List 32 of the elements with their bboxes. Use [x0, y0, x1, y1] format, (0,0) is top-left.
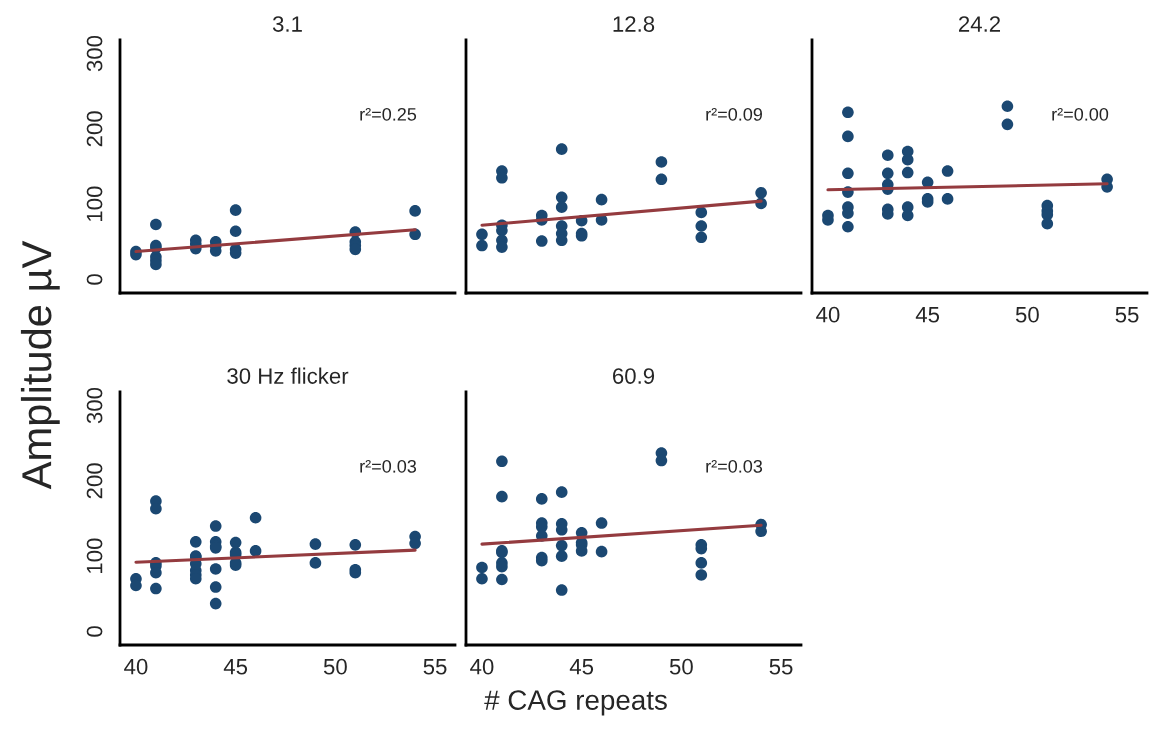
x-tick-label: 50	[669, 658, 693, 675]
y-tick-label: 300	[86, 387, 103, 424]
x-tick-label: 40	[124, 658, 148, 675]
annotation: r²=0.09	[706, 107, 762, 121]
annotation: r²=0.03	[706, 459, 763, 473]
chart-title: 24.2	[958, 16, 1001, 32]
annotation: r²=0.03	[360, 459, 417, 473]
chart-title: 60.9	[613, 368, 655, 384]
y-axis-title: Amplitude µV	[20, 240, 60, 490]
x-tick-label: 55	[423, 659, 447, 675]
x-tick-label: 45	[569, 659, 594, 675]
annotation: r²=0.25	[360, 107, 417, 121]
y-tick-label: 0	[86, 274, 103, 285]
y-tick-label: 200	[86, 111, 103, 147]
x-tick-label: 55	[769, 659, 793, 675]
x-tick-label: 55	[1115, 307, 1139, 323]
y-tick-label: 100	[86, 186, 103, 221]
chart-title: 30 Hz flicker	[227, 367, 349, 384]
y-tick-label: 100	[86, 538, 103, 573]
chart-title: 12.8	[613, 16, 655, 32]
x-tick-label: 40	[470, 658, 494, 675]
x-tick-label: 40	[816, 306, 840, 323]
x-tick-label: 50	[323, 658, 347, 675]
annotation: r²=0.00	[1052, 107, 1109, 121]
y-tick-label: 200	[86, 463, 103, 499]
x-tick-label: 45	[915, 307, 940, 323]
chart-title: 3.1	[272, 16, 302, 32]
x-axis-title: # CAG repeats	[484, 690, 667, 716]
x-tick-label: 50	[1015, 306, 1039, 323]
y-tick-label: 300	[86, 35, 103, 72]
x-tick-label: 45	[223, 659, 248, 675]
y-tick-label: 0	[86, 626, 103, 637]
